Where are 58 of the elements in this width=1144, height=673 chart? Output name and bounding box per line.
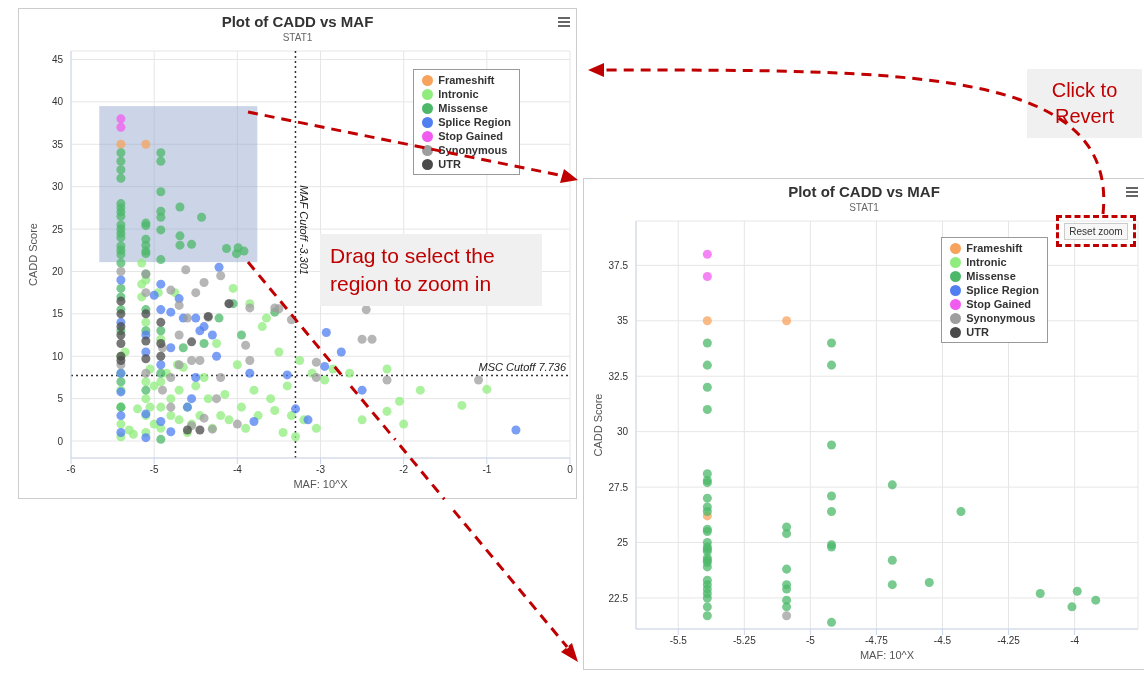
x-tick-label: -4.5	[933, 635, 952, 647]
x-tick-label: -4	[232, 464, 243, 476]
y-tick-label: 22.5	[608, 592, 629, 604]
y-tick-label: 27.5	[608, 481, 629, 493]
legend-label: Splice Region	[438, 115, 511, 129]
x-axis-title: MAF: 10^X	[293, 478, 349, 490]
x-tick-label: -5.5	[669, 635, 688, 647]
x-tick-label: -5	[149, 464, 160, 476]
y-tick-label: 10	[51, 350, 64, 362]
legend-label: Stop Gained	[438, 129, 504, 143]
legend-label: Frameshift	[966, 241, 1023, 255]
chart-title: Plot of CADD vs MAF	[220, 13, 375, 30]
x-tick-label: 0	[567, 464, 574, 476]
chart-title: Plot of CADD vs MAF	[787, 183, 941, 200]
y-tick-label: 30	[51, 181, 64, 193]
y-tick-label: 40	[51, 96, 64, 108]
chart-subtitle: STAT1	[281, 32, 314, 43]
y-tick-label: 5	[57, 393, 64, 405]
x-tick-label: -5.25	[732, 635, 757, 647]
y-tick-label: 30	[616, 426, 629, 438]
legend-label: Stop Gained	[966, 297, 1032, 311]
legend-label: Missense	[438, 101, 488, 115]
y-tick-label: 0	[57, 435, 64, 447]
y-axis-title: CADD Score	[591, 393, 604, 457]
x-tick-label: -5	[805, 635, 816, 647]
x-tick-label: -2	[399, 464, 409, 476]
y-tick-label: 20	[51, 266, 64, 278]
x-tick-label: -4	[1070, 635, 1080, 647]
legend-label: Missense	[966, 269, 1016, 283]
y-tick-label: 35	[616, 315, 629, 327]
x-tick-label: -1	[482, 464, 492, 476]
y-axis-title: CADD Score	[26, 223, 39, 286]
ref-line-label: MSC Cutoff 7.736	[478, 361, 567, 374]
legend-label: Frameshift	[438, 73, 495, 87]
text: Click to Revert	[1027, 69, 1142, 138]
x-tick-label: -3	[316, 464, 326, 476]
legend-label: Synonymous	[438, 143, 508, 157]
annotation: Reset zoom	[1064, 222, 1128, 240]
y-tick-label: 32.5	[608, 370, 629, 382]
ref-line-label: MAF Cutoff -3.301	[298, 185, 311, 275]
x-tick-label: -4.25	[997, 635, 1021, 647]
y-tick-label: 25	[616, 537, 629, 549]
x-tick-label: -6	[66, 464, 76, 476]
y-tick-label: 37.5	[608, 259, 629, 271]
x-tick-label: -4.75	[865, 635, 889, 647]
y-tick-label: 35	[51, 138, 64, 150]
legend-label: Synonymous	[966, 311, 1036, 325]
y-tick-label: 15	[51, 308, 64, 320]
legend-label: UTR	[438, 157, 461, 171]
y-tick-label: 25	[51, 223, 64, 235]
legend-label: UTR	[966, 325, 989, 339]
legend-label: Splice Region	[966, 283, 1039, 297]
legend-label: Intronic	[966, 255, 1007, 269]
legend-label: Intronic	[438, 87, 479, 101]
x-axis-title: MAF: 10^X	[859, 649, 915, 661]
y-tick-label: 45	[51, 54, 64, 66]
chart-subtitle: STAT1	[848, 202, 880, 213]
annotation: Drag to select the region to zoom in	[320, 234, 542, 306]
